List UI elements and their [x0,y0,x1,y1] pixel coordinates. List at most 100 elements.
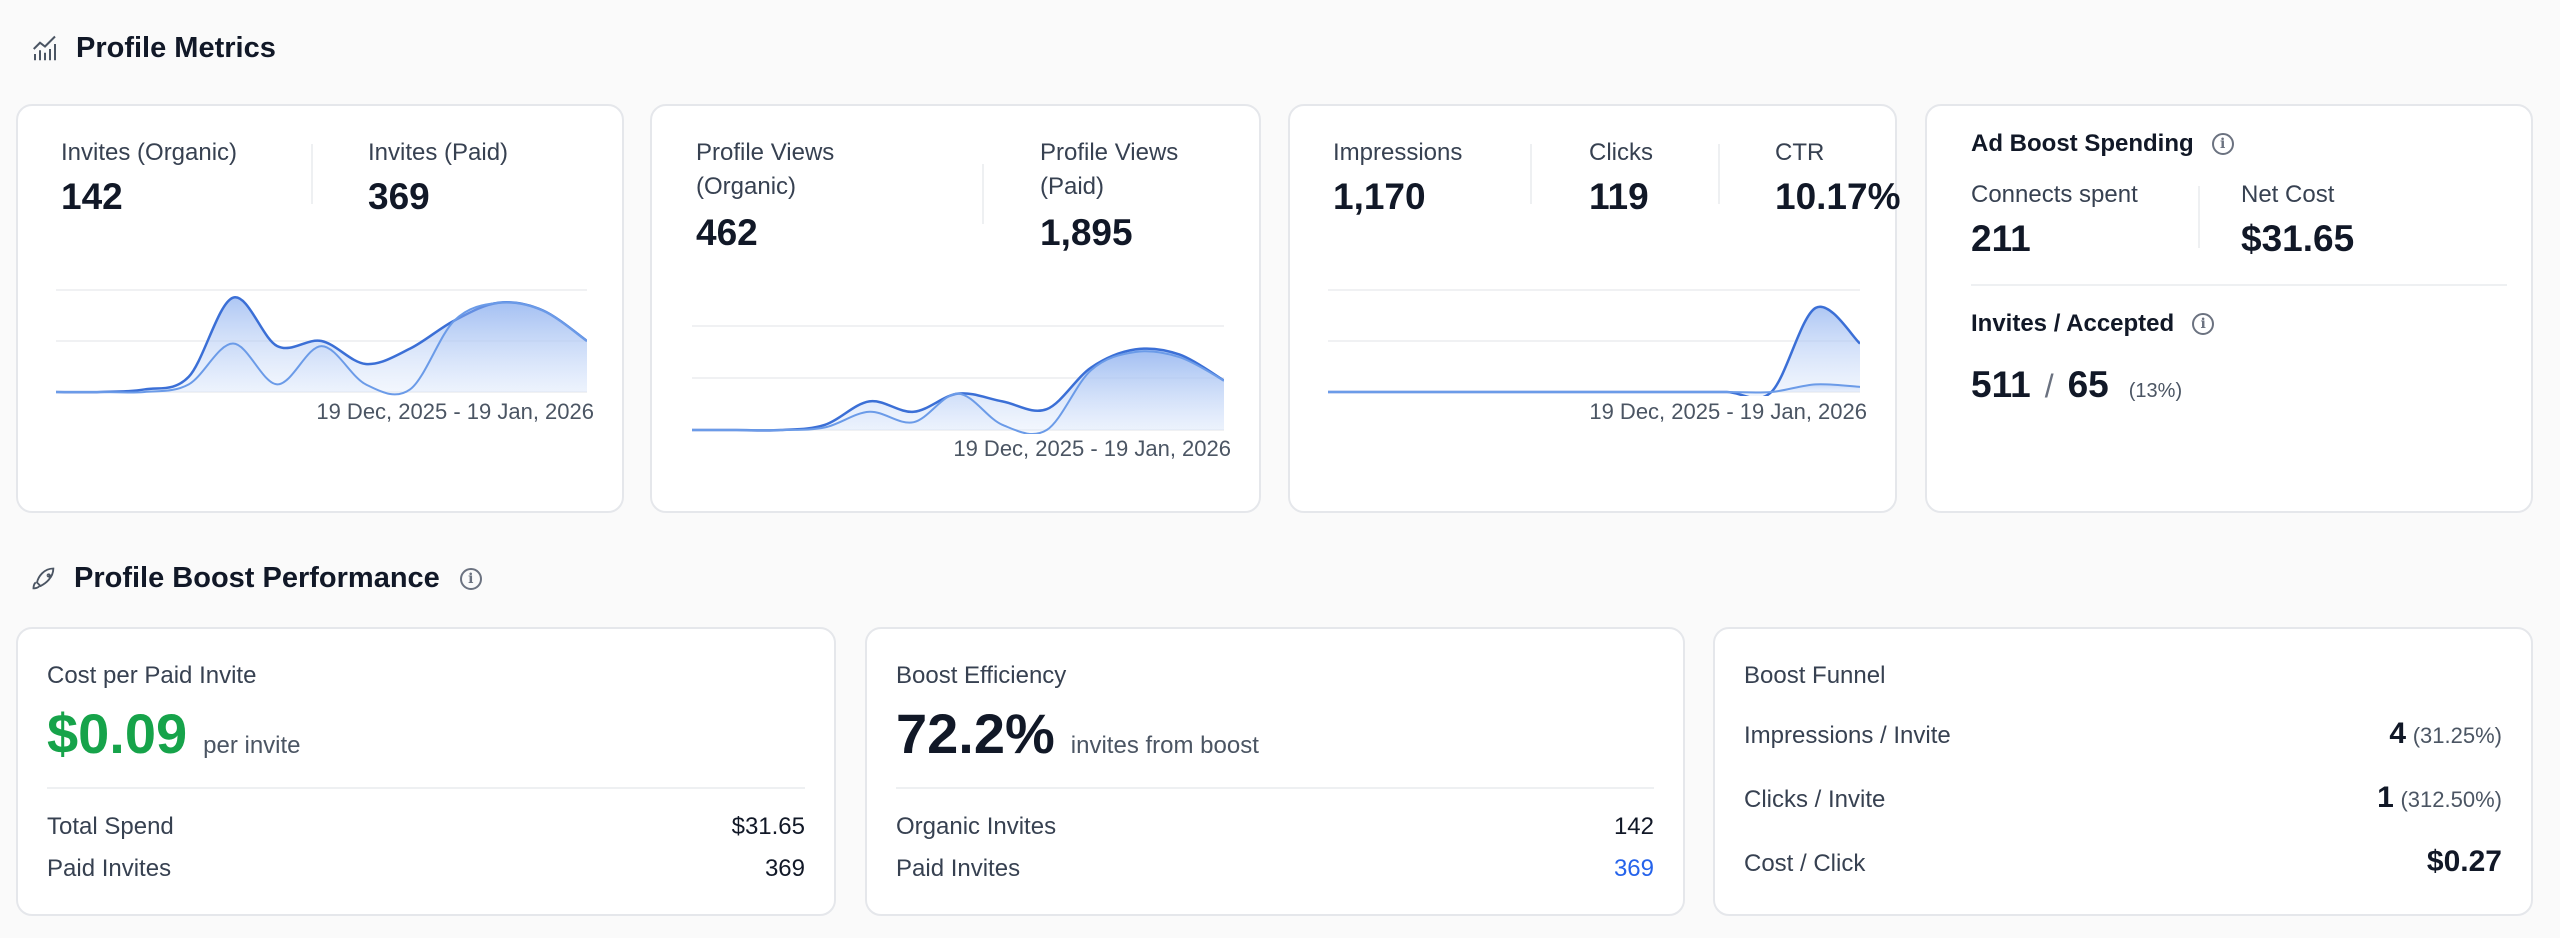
accepted-count: 65 [2067,364,2109,405]
row-value: 4 [2389,717,2407,750]
efficiency-value-group: 72.2% invites from boost [896,701,1259,766]
title-text: Ad Boost Spending [1971,130,2194,157]
invites-sparkline [56,289,587,396]
unit-label: per invite [203,732,301,759]
section-title: Profile Metrics [76,32,276,64]
series-area-organic [692,351,1224,434]
divider [1971,284,2507,286]
paid-invites-value: 369 [368,176,430,217]
funnel-row: Clicks / Invite 1 (312.50%) [1744,781,2502,815]
row-value: $31.65 [731,813,805,840]
series-area-organic [56,302,587,395]
card-title: Boost Funnel [1744,662,1886,689]
separator: / [2044,368,2054,404]
date-range: 19 Dec, 2025 - 19 Jan, 2026 [953,436,1231,461]
paid-views-label: Profile Views (Paid) [1040,136,1178,204]
net-cost-value: $31.65 [2241,218,2355,259]
info-icon[interactable]: i [2211,133,2234,155]
boost-funnel-card: Boost Funnel Impressions / Invite 4 (31.2… [1713,627,2533,916]
label-line: Profile Views [696,139,835,166]
divider [311,144,313,204]
paid-views-value: 1,895 [1040,212,1133,253]
row-value: $0.27 [2426,845,2502,878]
section-title: Profile Boost Performance [74,562,440,594]
accepted-percent: (13%) [2128,380,2183,402]
row-percent: (31.25%) [2412,723,2502,748]
row-value: 369 [764,855,805,882]
row-label: Paid Invites [896,855,1021,882]
net-cost-label: Net Cost [2241,181,2335,208]
cost-value-group: $0.09 per invite [47,701,301,766]
series-area-clicks [1328,384,1860,393]
paid-invites-label: Invites (Paid) [368,139,509,166]
views-sparkline [692,325,1224,434]
series-area-impressions [1328,306,1860,396]
invites-count: 511 [1971,364,2031,405]
row-label: Total Spend [47,813,174,840]
paid-invites-row: Paid Invites 369 [896,855,1654,883]
ad-boost-spending-card: Ad Boost Spending i Connects spent 211 Ne… [1925,104,2533,513]
row-label: Impressions / Invite [1744,722,1951,749]
label-line: (Organic) [696,173,797,200]
total-spend-row: Total Spend $31.65 [47,813,805,841]
series-line-organic [56,301,587,396]
clicks-value: 119 [1589,176,1649,217]
label-line: Profile Views [1040,139,1179,166]
row-label: Clicks / Invite [1744,786,1886,813]
organic-invites-row: Organic Invites 142 [896,813,1654,841]
efficiency-value: 72.2% [896,702,1055,765]
row-label: Paid Invites [47,855,172,882]
organic-invites-value: 142 [61,176,123,217]
ad-boost-title: Ad Boost Spending i [1971,130,2234,158]
profile-boost-heading: Profile Boost Performance i [30,562,482,595]
date-range: 19 Dec, 2025 - 19 Jan, 2026 [1589,399,1867,424]
invites-accepted-title: Invites / Accepted i [1971,310,2215,338]
connects-spent-label: Connects spent [1971,181,2138,208]
date-range: 19 Dec, 2025 - 19 Jan, 2026 [316,399,594,424]
funnel-row: Cost / Click $0.27 [1744,845,2502,879]
row-value: 1 [2377,781,2394,814]
unit-label: invites from boost [1070,732,1259,759]
profile-metrics-heading: Profile Metrics [30,32,276,65]
ctr-label: CTR [1775,139,1825,166]
paid-invites-row: Paid Invites 369 [47,855,805,883]
chart-bars-icon [33,35,56,60]
divider [1718,144,1720,204]
label-line: (Paid) [1040,173,1105,200]
rocket-icon [32,567,55,589]
series-line-clicks [1328,383,1860,394]
row-value: 369 [1613,855,1654,882]
series-line-organic [692,350,1224,434]
cost-per-paid-invite-card: Cost per Paid Invite $0.09 per invite To… [16,627,836,916]
impressions-label: Impressions [1333,139,1463,166]
organic-views-label: Profile Views (Organic) [696,136,834,204]
impressions-card: Impressions 1,170 Clicks 119 CTR 10.17% … [1288,104,1901,513]
divider [2198,186,2200,248]
profile-views-card: Profile Views (Organic) 462 Profile Views… [650,104,1261,513]
ctr-value: 10.17% [1775,176,1901,217]
connects-spent-value: 211 [1971,218,2031,259]
cost-per-invite-value: $0.09 [47,702,188,765]
divider [1530,144,1532,204]
invites-accepted-value: 511 / 65 (13%) [1971,364,2182,406]
invites-card: Invites (Organic) 142 Invites (Paid) 369… [16,104,624,513]
impressions-sparkline [1328,289,1860,396]
divider [47,787,805,789]
organic-invites-label: Invites (Organic) [61,139,238,166]
info-icon[interactable]: i [2192,313,2215,335]
card-title: Boost Efficiency [896,662,1067,689]
row-label: Organic Invites [896,813,1057,840]
funnel-row: Impressions / Invite 4 (31.25%) [1744,717,2502,751]
impressions-value: 1,170 [1333,176,1426,217]
clicks-label: Clicks [1589,139,1653,166]
boost-efficiency-card: Boost Efficiency 72.2% invites from boos… [865,627,1685,916]
divider [896,787,1654,789]
row-percent: (312.50%) [2400,787,2502,812]
organic-views-value: 462 [696,212,758,253]
title-text: Invites / Accepted [1971,310,2175,337]
info-icon[interactable]: i [459,567,482,590]
row-value: 142 [1613,813,1654,840]
row-label: Cost / Click [1744,850,1866,877]
divider [982,164,984,224]
card-title: Cost per Paid Invite [47,662,257,689]
